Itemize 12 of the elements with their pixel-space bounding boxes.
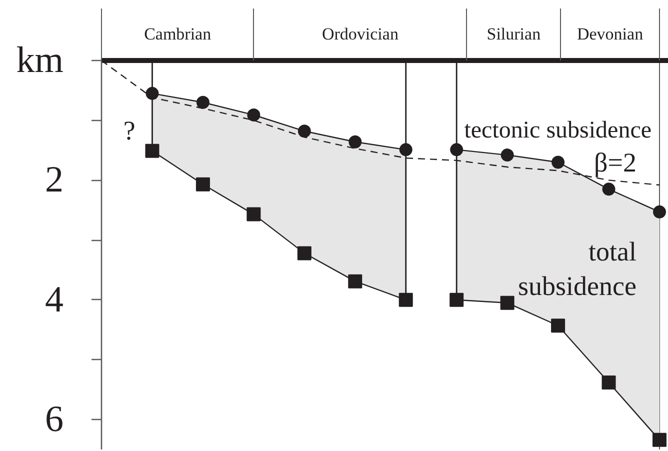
text: Silurian [486, 24, 542, 44]
y-tick-label: 4 [45, 279, 64, 320]
y-tick-label: km [16, 40, 64, 81]
text: Cambrian [144, 24, 212, 44]
series-label: β=2 [594, 147, 637, 178]
series-label: total subsidence [518, 236, 637, 301]
annotation: ? [123, 116, 136, 146]
text: Devonian [576, 24, 644, 44]
y-tick-label: 6 [45, 399, 64, 440]
y-tick-label: 2 [45, 160, 64, 201]
series-label: tectonic subsidence [464, 118, 652, 144]
text: Ordovician [322, 24, 399, 44]
